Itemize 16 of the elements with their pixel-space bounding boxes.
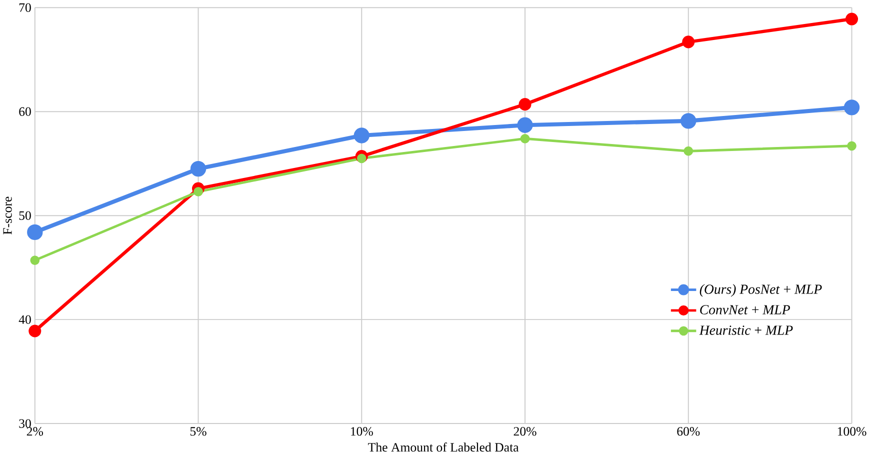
legend-label: (Ours) PosNet + MLP [700,284,822,297]
x-tick-label: 10% [351,427,373,436]
legend-label: ConvNet + MLP [700,305,790,314]
y-tick-label: 50 [19,211,31,220]
x-tick-label: 2% [26,427,43,436]
y-tick-label: 60 [19,107,31,116]
x-tick-label: 5% [190,427,206,436]
legend-label: Heuristic + MLP [699,326,793,335]
y-tick-label: 70 [19,3,31,12]
x-tick-label: 100% [838,427,866,436]
x-axis-title: The Amount of Labeled Data [368,442,519,452]
x-tick-label: 20% [514,427,536,436]
x-tick-label: 60% [677,427,700,436]
y-axis-title: F-score [3,196,12,234]
y-tick-label: 30 [19,419,31,428]
y-tick-label: 40 [18,315,31,324]
